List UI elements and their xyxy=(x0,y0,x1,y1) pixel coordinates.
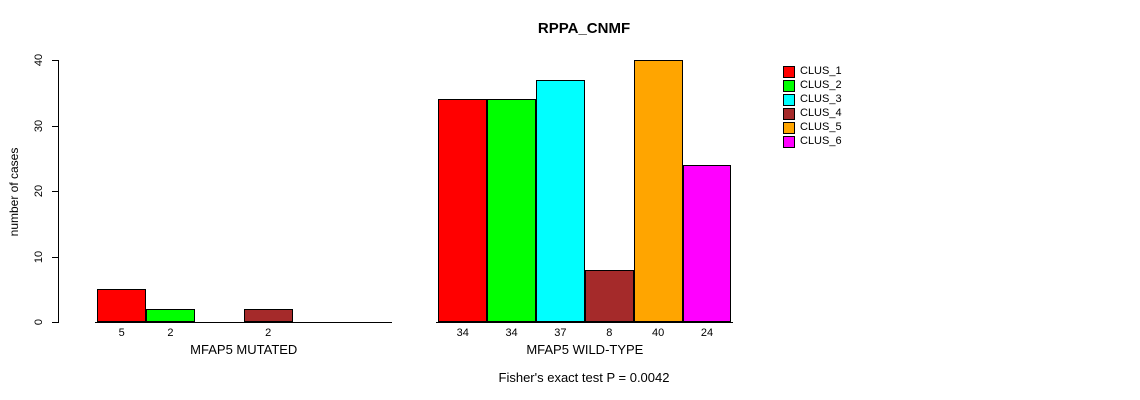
bar xyxy=(634,60,683,322)
bar-value-label: 2 xyxy=(167,327,174,339)
group-label: MFAP5 WILD-TYPE xyxy=(526,342,644,357)
x-axis-line xyxy=(436,322,734,323)
legend-label: CLUS_2 xyxy=(800,78,842,91)
y-tick-label: 40 xyxy=(33,53,45,67)
bar-value-label: 37 xyxy=(554,327,567,339)
legend-color-swatch xyxy=(783,93,795,106)
y-tick-label: 30 xyxy=(33,119,45,133)
y-axis-label: number of cases xyxy=(7,147,21,237)
bar-value-label: 34 xyxy=(456,327,469,339)
bar xyxy=(487,99,536,322)
legend-color-swatch xyxy=(783,107,795,120)
bar-value-label: 24 xyxy=(700,327,714,339)
y-tick xyxy=(52,126,58,127)
x-axis-line xyxy=(95,322,393,323)
bar xyxy=(438,99,487,322)
legend-color-swatch xyxy=(783,121,795,134)
legend-label: CLUS_3 xyxy=(800,92,842,105)
annotation-text: Fisher's exact test P = 0.0042 xyxy=(498,370,670,385)
legend-label: CLUS_6 xyxy=(800,134,842,147)
bar-value-label: 34 xyxy=(505,327,518,339)
legend-label: CLUS_4 xyxy=(800,106,842,119)
y-axis-line xyxy=(58,60,59,323)
legend-color-swatch xyxy=(783,79,795,92)
bar-value-label: 2 xyxy=(265,327,272,339)
y-tick xyxy=(52,257,58,258)
bar-value-label: 8 xyxy=(606,327,613,339)
legend-color-swatch xyxy=(783,135,795,148)
y-tick xyxy=(52,191,58,192)
legend-label: CLUS_1 xyxy=(800,64,842,77)
y-tick-label: 20 xyxy=(33,184,45,198)
bar xyxy=(146,309,195,322)
bar xyxy=(683,165,731,322)
y-tick xyxy=(52,60,58,61)
bar xyxy=(585,270,634,322)
chart-title: RPPA_CNMF xyxy=(537,20,631,37)
bar-value-label: 5 xyxy=(118,327,125,339)
bar xyxy=(244,309,293,322)
group-label: MFAP5 MUTATED xyxy=(190,342,298,357)
y-tick-label: 10 xyxy=(33,250,45,264)
y-tick xyxy=(52,322,58,323)
legend-label: CLUS_5 xyxy=(800,120,842,133)
bar-value-label: 40 xyxy=(652,327,665,339)
bar xyxy=(97,289,146,322)
y-tick-label: 0 xyxy=(33,318,45,326)
bar xyxy=(536,80,585,322)
legend-color-swatch xyxy=(783,65,795,78)
